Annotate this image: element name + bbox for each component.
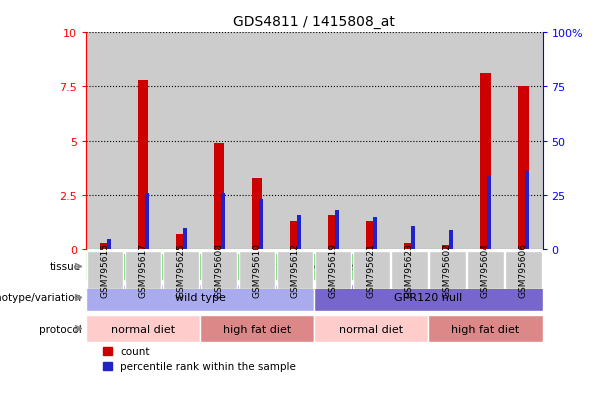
Bar xyxy=(276,33,314,250)
Bar xyxy=(137,81,148,250)
Text: white adipose tissue: white adipose tissue xyxy=(257,262,371,272)
Bar xyxy=(480,74,491,250)
Bar xyxy=(314,33,352,250)
Bar xyxy=(200,33,238,250)
Legend: count, percentile rank within the sample: count, percentile rank within the sample xyxy=(103,347,296,371)
Bar xyxy=(290,222,300,250)
Bar xyxy=(86,33,124,250)
Bar xyxy=(466,33,504,250)
Text: GSM795617: GSM795617 xyxy=(139,243,147,297)
Bar xyxy=(487,176,491,250)
Text: GPR120 null: GPR120 null xyxy=(394,293,462,303)
FancyBboxPatch shape xyxy=(239,251,275,289)
Text: wild type: wild type xyxy=(175,293,226,303)
FancyBboxPatch shape xyxy=(429,251,466,289)
FancyBboxPatch shape xyxy=(428,316,543,342)
Bar xyxy=(352,33,390,250)
FancyBboxPatch shape xyxy=(277,251,313,289)
FancyBboxPatch shape xyxy=(200,251,237,289)
Text: GSM795619: GSM795619 xyxy=(329,243,338,297)
Bar xyxy=(259,200,263,250)
Bar xyxy=(176,235,186,250)
FancyBboxPatch shape xyxy=(86,316,200,342)
Text: GSM795608: GSM795608 xyxy=(215,243,224,297)
Title: GDS4811 / 1415808_at: GDS4811 / 1415808_at xyxy=(233,15,395,29)
Bar xyxy=(428,33,466,250)
Bar xyxy=(442,245,452,250)
FancyBboxPatch shape xyxy=(391,251,428,289)
Text: GSM795602: GSM795602 xyxy=(443,243,452,297)
Text: genotype/variation: genotype/variation xyxy=(0,293,82,303)
Text: high fat diet: high fat diet xyxy=(451,324,520,334)
Bar xyxy=(449,230,453,250)
Bar xyxy=(335,211,339,250)
Text: tissue: tissue xyxy=(50,262,82,272)
FancyBboxPatch shape xyxy=(86,285,314,311)
Bar xyxy=(183,228,187,250)
FancyBboxPatch shape xyxy=(353,251,389,289)
Bar xyxy=(221,193,225,250)
Bar xyxy=(124,33,162,250)
Bar xyxy=(366,222,376,250)
Text: normal diet: normal diet xyxy=(111,324,175,334)
FancyBboxPatch shape xyxy=(314,285,543,311)
Text: GSM795604: GSM795604 xyxy=(481,243,490,297)
FancyBboxPatch shape xyxy=(86,254,543,280)
FancyBboxPatch shape xyxy=(86,251,123,289)
Text: GSM795606: GSM795606 xyxy=(519,243,528,297)
Text: normal diet: normal diet xyxy=(339,324,403,334)
FancyBboxPatch shape xyxy=(467,251,504,289)
Bar xyxy=(238,33,276,250)
Text: GSM795625: GSM795625 xyxy=(177,243,186,297)
Bar xyxy=(504,33,543,250)
FancyBboxPatch shape xyxy=(124,251,161,289)
FancyBboxPatch shape xyxy=(200,316,314,342)
Bar xyxy=(107,239,110,250)
Bar xyxy=(252,178,262,250)
Bar xyxy=(328,215,338,250)
Text: GSM795612: GSM795612 xyxy=(291,243,300,297)
Bar xyxy=(214,144,224,250)
FancyBboxPatch shape xyxy=(162,251,199,289)
Text: high fat diet: high fat diet xyxy=(223,324,291,334)
Bar xyxy=(390,33,428,250)
Text: GSM795615: GSM795615 xyxy=(101,243,109,297)
Text: protocol: protocol xyxy=(39,324,82,334)
Text: GSM795610: GSM795610 xyxy=(253,243,262,297)
Bar xyxy=(525,172,529,250)
Bar xyxy=(297,215,301,250)
Bar xyxy=(373,217,377,250)
Bar xyxy=(411,226,415,250)
Bar xyxy=(404,243,414,250)
FancyBboxPatch shape xyxy=(505,251,542,289)
Text: GSM795621: GSM795621 xyxy=(367,243,376,297)
Text: GSM795623: GSM795623 xyxy=(405,243,414,297)
FancyBboxPatch shape xyxy=(314,316,428,342)
Bar xyxy=(99,243,110,250)
Bar xyxy=(162,33,200,250)
FancyBboxPatch shape xyxy=(315,251,351,289)
Bar xyxy=(518,87,529,250)
Bar xyxy=(145,193,148,250)
